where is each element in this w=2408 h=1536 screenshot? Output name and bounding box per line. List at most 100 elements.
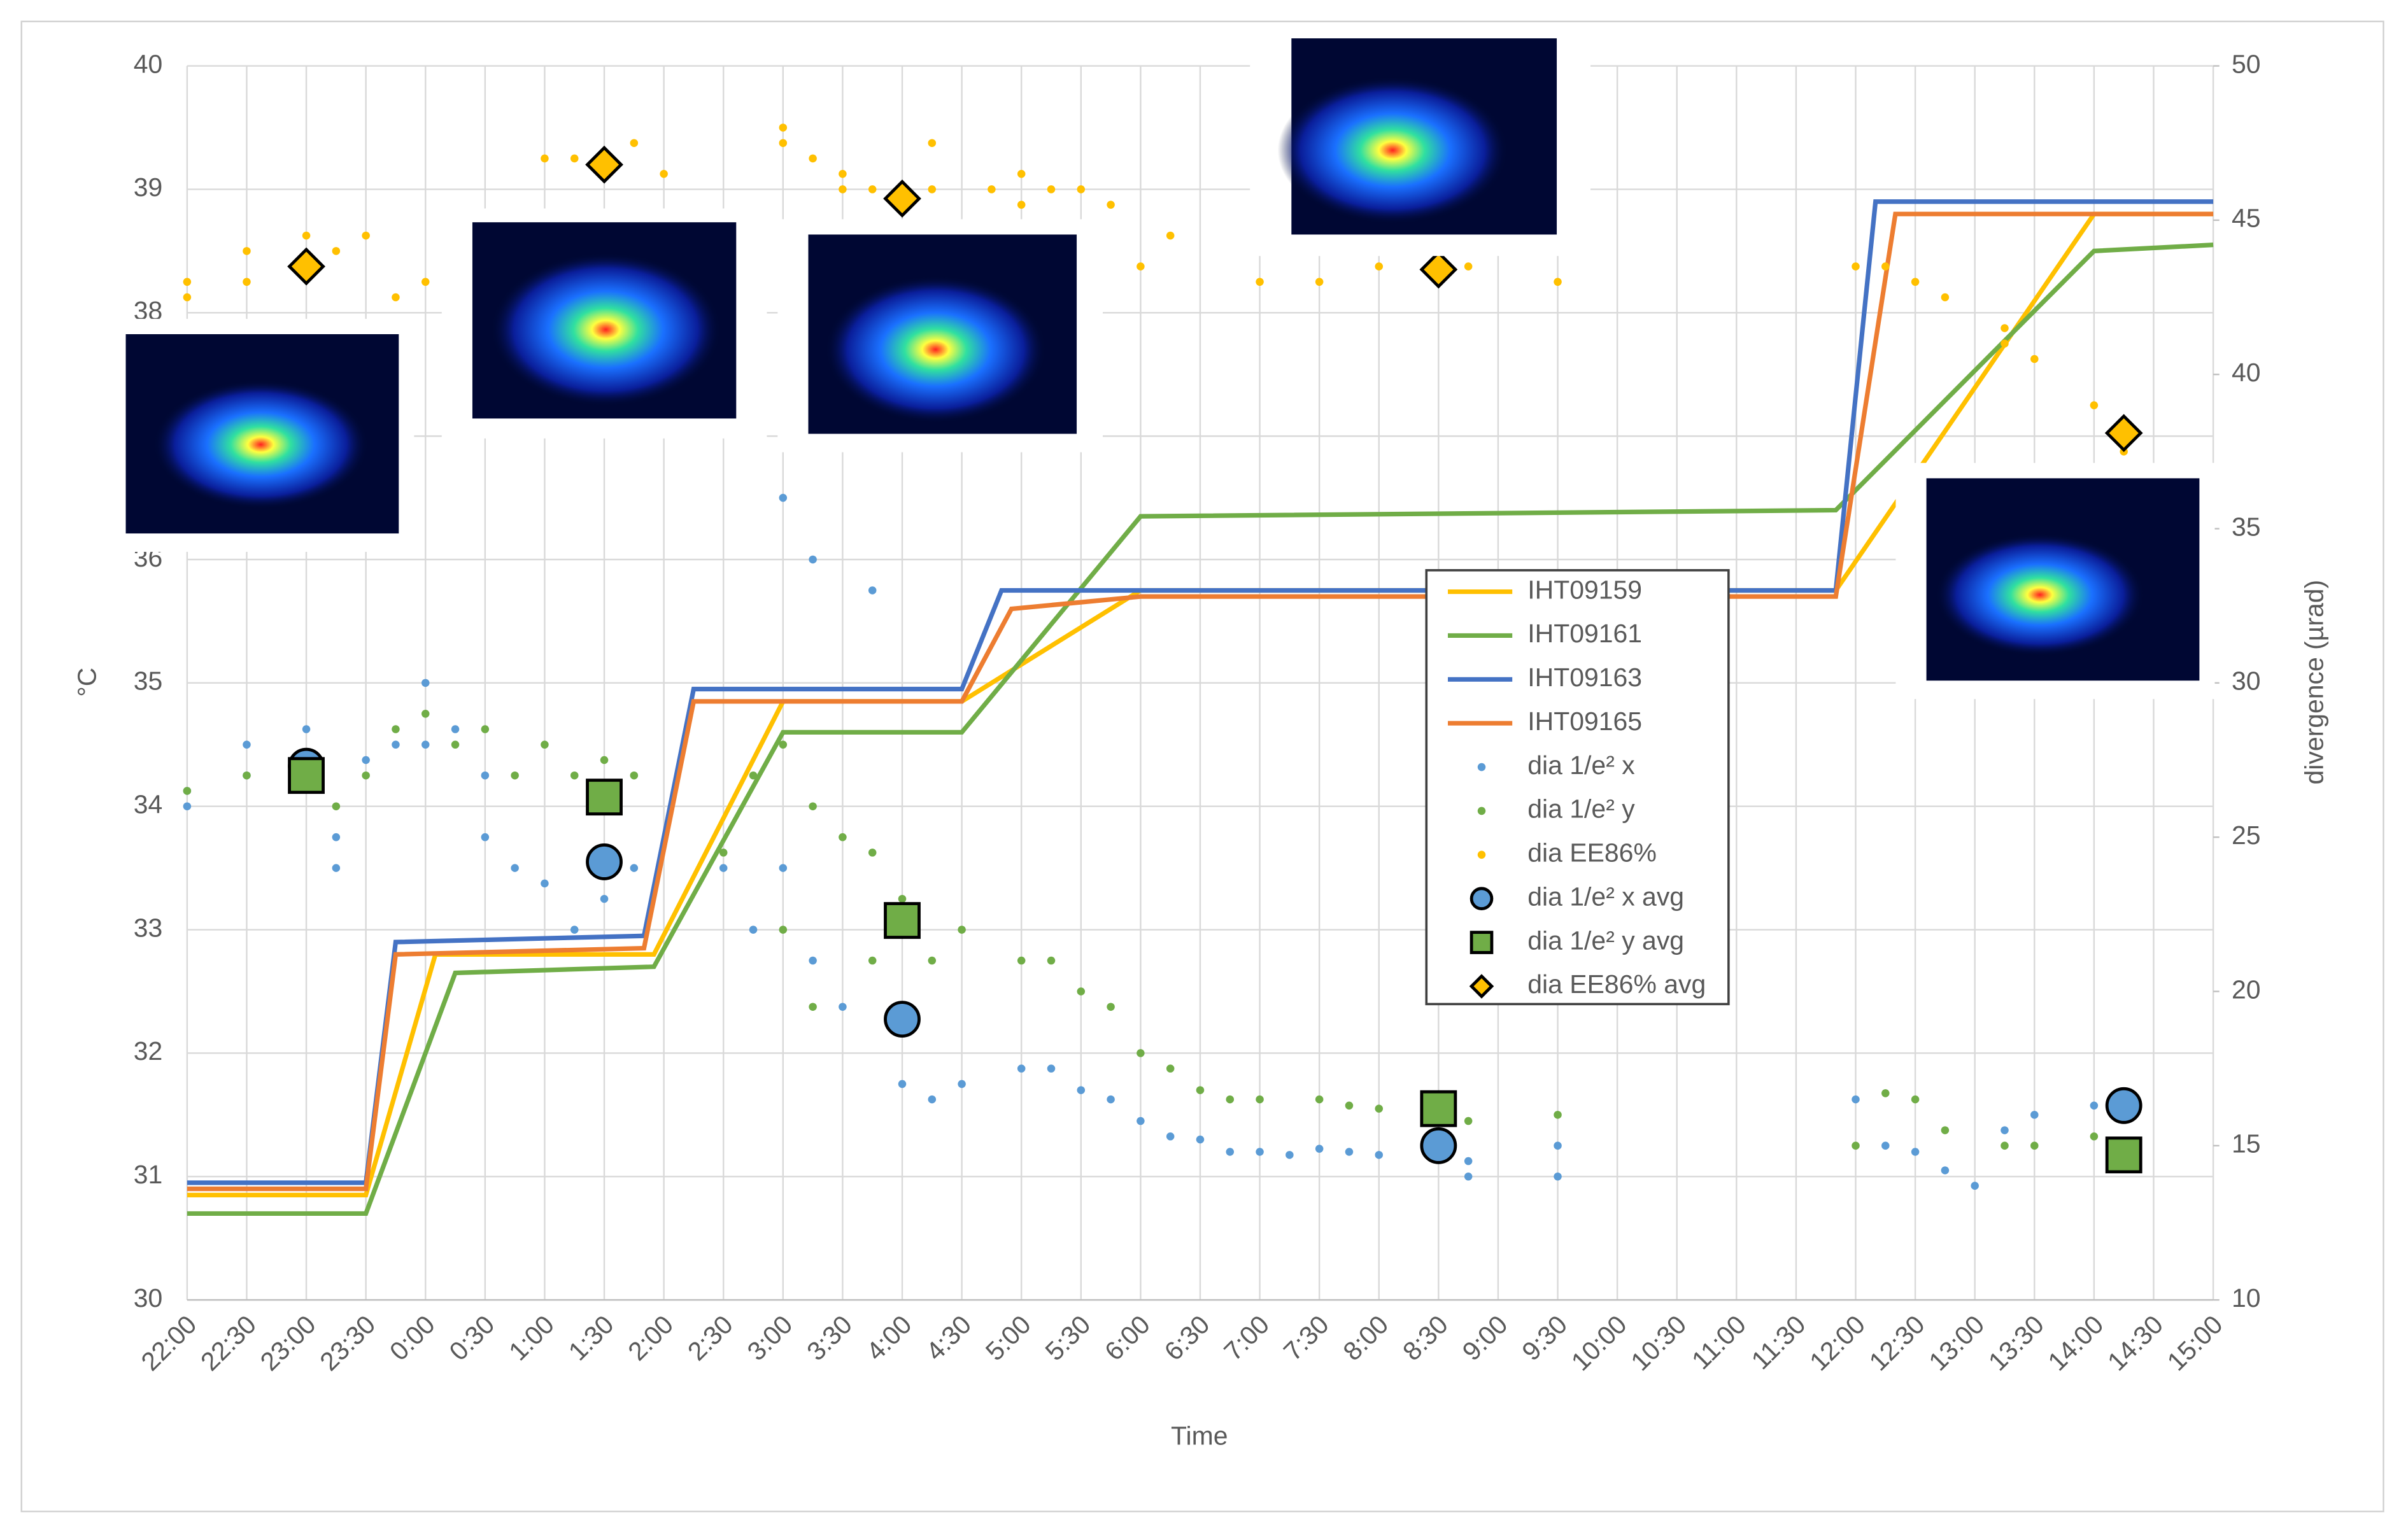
- data-point: [809, 1003, 817, 1011]
- data-point: [2030, 1111, 2039, 1119]
- data-point: [600, 756, 609, 764]
- data-point: [2001, 1126, 2009, 1134]
- data-point: [2090, 401, 2099, 409]
- data-point: [332, 833, 341, 842]
- y-tick-label: 33: [134, 913, 163, 942]
- data-point: [451, 725, 460, 733]
- data-point: [839, 185, 847, 194]
- avg-marker: [1419, 250, 1458, 289]
- data-point: [1941, 1126, 1950, 1134]
- data-point: [1047, 185, 1056, 194]
- avg-marker: [883, 180, 921, 218]
- data-point: [1941, 293, 1950, 302]
- data-point: [392, 725, 400, 733]
- data-point: [1881, 1141, 1890, 1150]
- data-point: [1077, 987, 1086, 996]
- beam-image: [777, 219, 1103, 453]
- data-point: [243, 740, 251, 749]
- data-point: [511, 864, 519, 872]
- avg-marker: [2105, 1136, 2142, 1174]
- data-point: [1226, 1095, 1235, 1104]
- data-point: [2001, 339, 2009, 348]
- data-point: [779, 493, 788, 502]
- data-point: [660, 169, 668, 178]
- legend-label: dia 1/e² x: [1527, 750, 1635, 780]
- data-point: [541, 154, 549, 163]
- data-point: [183, 802, 192, 810]
- data-point: [332, 802, 341, 810]
- data-point: [1017, 1064, 1026, 1073]
- legend-label: dia EE86%: [1527, 838, 1657, 868]
- data-point: [570, 771, 579, 780]
- avg-marker: [884, 902, 921, 939]
- data-point: [2090, 1132, 2099, 1141]
- data-point: [1137, 262, 1145, 271]
- legend-label: dia EE86% avg: [1527, 969, 1706, 999]
- data-point: [481, 771, 490, 780]
- data-point: [839, 169, 847, 178]
- data-point: [809, 802, 817, 810]
- data-point: [1107, 1095, 1115, 1104]
- legend-label: IHT09165: [1527, 707, 1642, 736]
- data-point: [719, 864, 728, 872]
- y2-tick-label: 10: [2232, 1283, 2261, 1313]
- data-point: [511, 771, 519, 780]
- data-point: [958, 926, 966, 934]
- data-point: [1554, 1173, 1562, 1181]
- legend-swatch: [1477, 763, 1486, 772]
- data-point: [1315, 1145, 1324, 1153]
- legend-swatch: [1470, 931, 1494, 954]
- data-point: [779, 926, 788, 934]
- data-point: [541, 740, 549, 749]
- avg-marker: [1420, 1127, 1457, 1164]
- data-point: [2001, 324, 2009, 332]
- data-point: [1464, 1157, 1473, 1166]
- data-point: [1881, 1089, 1890, 1097]
- data-point: [1941, 1166, 1950, 1174]
- y2-axis-title: divergence (µrad): [2299, 580, 2328, 785]
- data-point: [928, 139, 937, 147]
- y-tick-label: 30: [134, 1283, 163, 1313]
- data-point: [362, 771, 370, 780]
- data-point: [183, 278, 192, 286]
- data-point: [1971, 1181, 1979, 1190]
- data-point: [1107, 1003, 1115, 1011]
- data-point: [1852, 1095, 1860, 1104]
- data-point: [630, 771, 639, 780]
- data-point: [868, 849, 877, 857]
- y-tick-label: 40: [134, 49, 163, 78]
- data-point: [1911, 278, 1920, 286]
- data-point: [928, 185, 937, 194]
- data-point: [958, 1080, 966, 1089]
- data-point: [541, 879, 549, 888]
- legend-label: IHT09161: [1527, 619, 1642, 648]
- y2-tick-label: 20: [2232, 975, 2261, 1004]
- beam-image: [1250, 23, 1591, 257]
- data-point: [421, 740, 430, 749]
- data-point: [392, 293, 400, 302]
- data-point: [898, 1080, 907, 1089]
- y2-tick-label: 45: [2232, 204, 2261, 233]
- data-point: [451, 740, 460, 749]
- data-point: [1375, 1151, 1384, 1159]
- legend-swatch: [1477, 807, 1486, 815]
- data-point: [2001, 1141, 2009, 1150]
- data-point: [1137, 1049, 1145, 1057]
- data-point: [2090, 1101, 2099, 1110]
- avg-marker: [585, 145, 623, 184]
- data-point: [1554, 278, 1562, 286]
- data-point: [1226, 1148, 1235, 1156]
- data-point: [809, 956, 817, 965]
- data-point: [243, 247, 251, 255]
- data-point: [809, 154, 817, 163]
- data-point: [421, 278, 430, 286]
- data-point: [481, 833, 490, 842]
- data-point: [1881, 262, 1890, 271]
- data-point: [1315, 278, 1324, 286]
- data-point: [1166, 231, 1175, 240]
- legend-label: IHT09159: [1527, 575, 1642, 604]
- data-point: [839, 833, 847, 842]
- data-point: [868, 185, 877, 194]
- y-axis-title: °C: [73, 668, 102, 697]
- data-point: [392, 740, 400, 749]
